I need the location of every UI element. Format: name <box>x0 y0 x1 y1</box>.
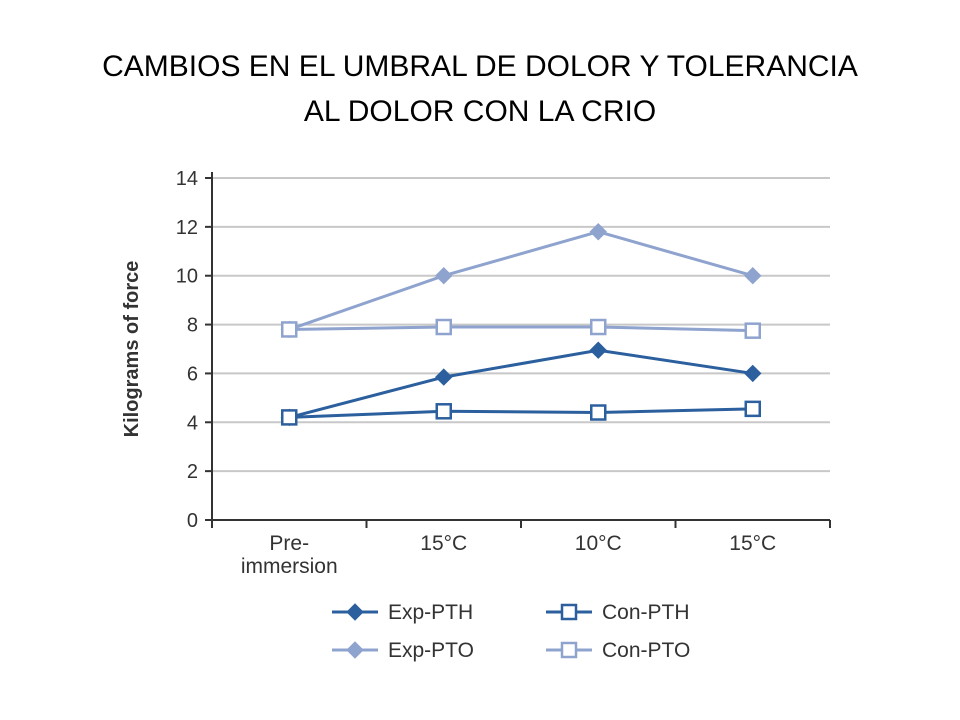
series-line-exp-pto <box>288 230 754 331</box>
title-line-2: AL DOLOR CON LA CRIO <box>303 95 657 128</box>
slide-title: CAMBIOS EN EL UMBRAL DE DOLOR Y TOLERANC… <box>40 44 920 134</box>
data-point-exp-pto <box>744 267 762 285</box>
grid-layer <box>212 177 830 473</box>
legend-item-con-pth: Con-PTH <box>546 601 690 624</box>
y-tick-label: 14 <box>176 168 198 190</box>
series-con-pth <box>281 400 761 426</box>
data-point-con-pth <box>744 400 761 418</box>
legend-label: Exp-PTH <box>388 601 473 624</box>
series-line-exp-pth <box>288 348 753 419</box>
y-tick-label: 4 <box>187 412 198 434</box>
legend-item-exp-pto: Exp-PTO <box>332 639 474 662</box>
legend-marker <box>346 603 364 621</box>
legend-layer: Exp-PTH Con-PTH Exp-PTO Con-PTO <box>332 601 690 662</box>
data-point-con-pto <box>281 321 298 338</box>
data-point-con-pto <box>590 318 607 336</box>
series-line-con-pth <box>289 407 753 419</box>
axis-layer: 0 2 4 6 8 10 12 14 Pre-immersion 15°C 10°C 15°C Kilo… <box>121 168 831 578</box>
series-line-con-pto <box>289 325 753 333</box>
data-point-con-pth <box>590 404 607 421</box>
y-tick-label: 8 <box>187 315 198 337</box>
y-tick-label: 12 <box>176 217 198 239</box>
data-point-exp-pth <box>435 368 453 386</box>
y-tick-label: 10 <box>176 266 198 288</box>
x-tick-label: Pre-immersion <box>241 532 338 578</box>
legend-item-con-pto: Con-PTO <box>546 639 690 662</box>
x-tick-label: 15°C <box>729 532 776 555</box>
data-point-con-pto <box>435 318 452 336</box>
legend-label: Exp-PTO <box>388 639 474 662</box>
legend-marker <box>346 641 364 659</box>
data-point-con-pth <box>281 409 298 426</box>
series-layer <box>280 223 762 427</box>
legend-label: Con-PTO <box>602 639 690 662</box>
data-point-con-pto <box>744 322 761 339</box>
series-exp-pto <box>280 223 762 339</box>
series-con-pto <box>281 318 761 339</box>
x-tick-label: 15°C <box>420 532 467 555</box>
title-line-1: CAMBIOS EN EL UMBRAL DE DOLOR Y TOLERANC… <box>102 50 858 83</box>
data-point-con-pth <box>435 403 452 420</box>
x-tick-label: 10°C <box>575 532 622 555</box>
legend-label: Con-PTH <box>602 601 690 624</box>
data-point-exp-pth <box>744 364 762 383</box>
data-point-exp-pto <box>589 223 607 241</box>
y-tick-label: 2 <box>187 461 198 483</box>
legend-item-exp-pth: Exp-PTH <box>332 601 473 624</box>
y-tick-label: 0 <box>187 510 198 532</box>
data-point-exp-pth <box>589 341 607 359</box>
legend-marker <box>560 641 578 659</box>
y-tick-label: 6 <box>187 363 198 385</box>
y-axis-label: Kilograms of force <box>121 261 143 438</box>
legend-marker <box>560 603 578 621</box>
data-point-exp-pto <box>435 267 453 285</box>
